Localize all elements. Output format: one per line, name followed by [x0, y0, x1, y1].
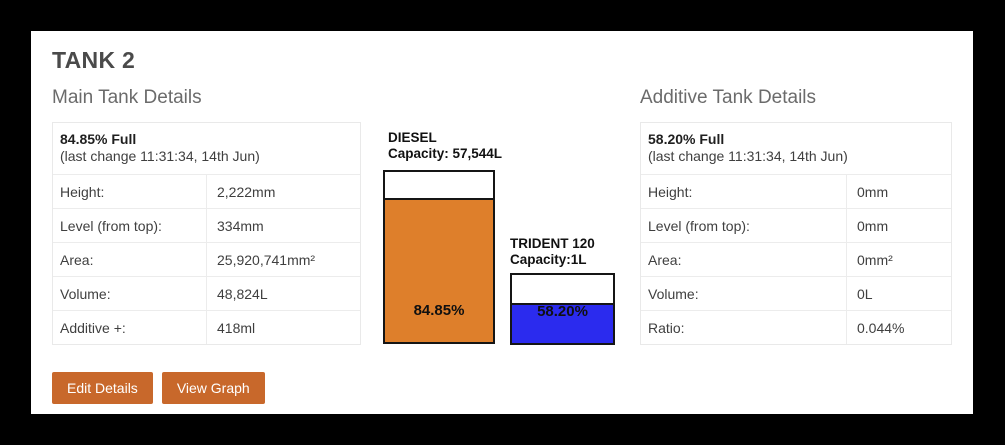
row-value: 334mm	[206, 209, 360, 242]
row-label: Volume:	[648, 285, 699, 302]
row-label: Height:	[60, 183, 105, 200]
additive-tank-details-table: 58.20% Full (last change 11:31:34, 14th …	[640, 122, 952, 345]
table-row: Area: 25,920,741mm²	[53, 242, 360, 276]
row-value: 2,222mm	[206, 175, 360, 208]
additive-tank-gauge: 58.20%	[510, 273, 615, 345]
row-label: Area:	[648, 251, 682, 268]
main-tank-name: DIESEL	[388, 130, 437, 145]
table-row: Level (from top): 0mm	[641, 208, 951, 242]
additive-percent-full: 58.20% Full	[648, 131, 725, 147]
main-tank-label: DIESEL Capacity: 57,544L	[388, 130, 502, 161]
table-row: Area: 0mm²	[641, 242, 951, 276]
row-value: 0mm	[846, 209, 951, 242]
additive-tank-percent: 58.20%	[537, 303, 588, 320]
additive-tank-fill	[512, 303, 613, 343]
edit-details-button[interactable]: Edit Details	[52, 372, 153, 404]
main-tank-fill	[385, 197, 493, 342]
page-title: TANK 2	[52, 47, 136, 73]
action-buttons: Edit Details View Graph	[52, 372, 265, 404]
additive-last-change: (last change 11:31:34, 14th Jun)	[648, 148, 848, 164]
additive-tank-label: TRIDENT 120 Capacity:1L	[510, 236, 595, 267]
main-last-change: (last change 11:31:34, 14th Jun)	[60, 148, 260, 164]
row-label: Height:	[648, 183, 693, 200]
row-value: 25,920,741mm²	[206, 243, 360, 276]
row-value: 0mm	[846, 175, 951, 208]
row-label: Volume:	[60, 285, 111, 302]
main-tank-capacity: Capacity: 57,544L	[388, 145, 503, 161]
row-label: Ratio:	[648, 319, 685, 336]
table-row: Additive +: 418ml	[53, 310, 360, 344]
additive-table-header: 58.20% Full (last change 11:31:34, 14th …	[641, 123, 951, 174]
row-value: 0mm²	[846, 243, 951, 276]
row-value: 418ml	[206, 311, 360, 344]
row-label: Level (from top):	[60, 217, 162, 234]
additive-tank-name: TRIDENT 120	[510, 236, 595, 251]
row-value: 48,824L	[206, 277, 360, 310]
table-row: Height: 0mm	[641, 174, 951, 208]
main-percent-full: 84.85% Full	[60, 131, 137, 147]
row-label: Additive +:	[60, 319, 126, 336]
table-row: Volume: 48,824L	[53, 276, 360, 310]
table-row: Ratio: 0.044%	[641, 310, 951, 344]
row-label: Area:	[60, 251, 94, 268]
additive-tank-capacity: Capacity:1L	[510, 251, 587, 267]
additive-tank-details-heading: Additive Tank Details	[640, 87, 817, 108]
tank-detail-card: TANK 2 Main Tank Details 84.85% Full (la…	[31, 31, 973, 414]
table-row: Height: 2,222mm	[53, 174, 360, 208]
table-row: Level (from top): 334mm	[53, 208, 360, 242]
main-tank-details-table: 84.85% Full (last change 11:31:34, 14th …	[52, 122, 361, 345]
view-graph-button[interactable]: View Graph	[161, 372, 265, 404]
main-tank-percent: 84.85%	[413, 302, 465, 319]
row-label: Level (from top):	[648, 217, 750, 234]
main-tank-details-heading: Main Tank Details	[52, 87, 202, 108]
main-table-header: 84.85% Full (last change 11:31:34, 14th …	[53, 123, 360, 174]
row-value: 0L	[846, 277, 951, 310]
table-row: Volume: 0L	[641, 276, 951, 310]
row-value: 0.044%	[846, 311, 951, 344]
main-tank-gauge: 84.85%	[383, 170, 495, 344]
